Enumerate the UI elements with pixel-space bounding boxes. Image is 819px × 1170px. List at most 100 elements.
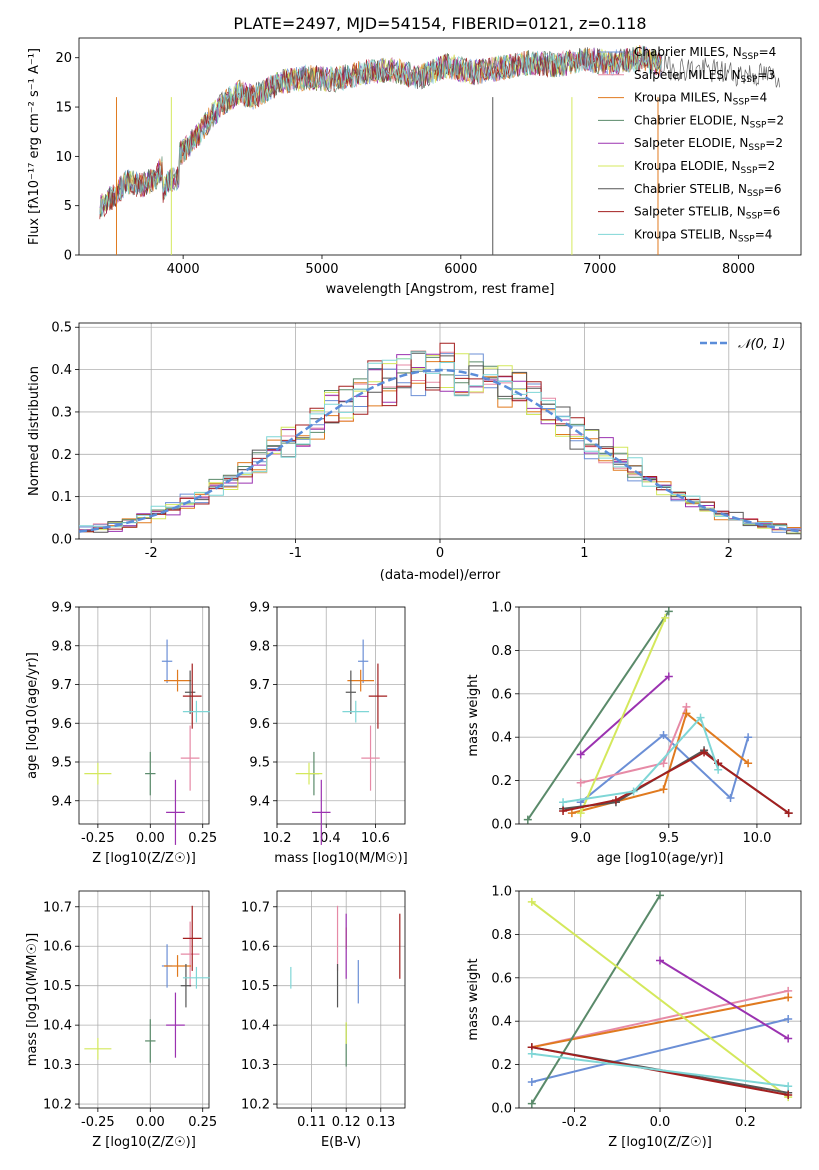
weight-marker: [682, 709, 691, 718]
y-tick-label: 9.7: [249, 678, 270, 693]
legend-label: Salpeter ELODIE, NSSP=2: [634, 136, 783, 153]
weight-marker: [611, 796, 620, 805]
y-tick-label: 0.4: [491, 731, 512, 746]
axes-frame: [78, 606, 210, 825]
x-tick-label: 0.00: [136, 1115, 165, 1130]
y-axis-label: mass weight: [466, 958, 481, 1040]
panel-mass_vs_Z: -0.25 0.00 0.25 10.2 10.3 10.4 10.5 10.6 10.7 Z […: [25, 890, 217, 1150]
x-tick-label: 8000: [722, 262, 755, 277]
legend-tail: =2: [765, 136, 783, 150]
x-tick-label: 0.13: [366, 1115, 395, 1130]
y-tick-label: 10.4: [241, 1019, 270, 1034]
y-tick-label: 1.0: [491, 885, 512, 900]
legend-tail: =3: [757, 68, 775, 82]
weight-marker: [659, 759, 668, 768]
y-axis-label: Normed distribution: [27, 366, 42, 496]
weight-marker: [527, 1099, 536, 1108]
legend-subscript: SSP: [733, 98, 750, 108]
weight-marker: [784, 809, 793, 818]
panel-age_vs_mass: 10.2 10.4 10.6 9.4 9.5 9.6 9.7 9.8 9.9 mass [log1…: [249, 601, 407, 867]
weight-marker: [656, 956, 664, 965]
legend-label: Salpeter STELIB, NSSP=6: [634, 205, 780, 222]
weight-marker: [714, 765, 723, 774]
y-tick-label: 0.2: [51, 448, 72, 463]
y-tick-label: 5: [64, 199, 72, 214]
axes-frame: [518, 606, 802, 825]
legend-tail: =6: [764, 182, 782, 196]
gaussian-curve: [78, 368, 802, 533]
axes-frame: [518, 890, 802, 1109]
y-tick-label: 10.6: [241, 940, 270, 955]
weight-marker: [576, 750, 585, 759]
y-tick-label: 0.2: [491, 1058, 512, 1073]
y-tick-label: 9.6: [51, 717, 72, 732]
y-tick-label: 0.3: [51, 405, 72, 420]
x-tick-label: 10.4: [312, 831, 341, 846]
panel-massweight_vs_age: 9.0 9.5 10.0 0.0 0.2 0.4 0.6 0.8 1.0 age [log10(a…: [466, 601, 802, 866]
y-tick-label: 9.4: [51, 794, 72, 809]
weight-marker: [784, 1090, 793, 1099]
x-tick-label: 5000: [305, 262, 338, 277]
y-tick-label: 0.2: [491, 774, 512, 789]
legend-tail: =4: [759, 45, 777, 59]
legend-tail: =6: [763, 205, 781, 219]
weight-series: [531, 996, 789, 1049]
y-tick-label: 9.9: [249, 601, 270, 616]
weight-marker: [656, 891, 664, 900]
x-tick-label: -0.25: [81, 831, 115, 846]
weight-marker: [784, 993, 793, 1002]
y-tick-label: 10.2: [43, 1098, 72, 1113]
weight-series: [531, 989, 789, 1049]
y-tick-label: 9.6: [249, 717, 270, 732]
x-tick-label: 9.5: [658, 831, 679, 846]
spectrum-series: [99, 46, 663, 214]
y-tick-label: 9.5: [51, 756, 72, 771]
y-tick-label: 20: [55, 51, 72, 66]
y-tick-label: 0: [64, 249, 72, 264]
y-tick-label: 10.2: [241, 1098, 270, 1113]
y-tick-label: 10.7: [241, 900, 270, 915]
weight-series: [580, 733, 750, 804]
legend-subscript: SSP: [748, 143, 765, 153]
x-tick-label: 6000: [444, 262, 477, 277]
weight-marker: [527, 897, 536, 906]
legend-subscript: SSP: [741, 166, 758, 176]
weight-series: [659, 959, 789, 1040]
weight-marker: [661, 613, 670, 622]
y-tick-label: 9.5: [249, 756, 270, 771]
weight-marker: [659, 731, 668, 740]
legend-label: Chabrier MILES, NSSP=4: [634, 45, 776, 62]
y-tick-label: 0.1: [51, 490, 72, 505]
legend-tail: =4: [750, 91, 768, 105]
y-tick-label: 10.5: [43, 979, 72, 994]
y-tick-label: 10.5: [241, 979, 270, 994]
panel-mass_vs_EBV: 0.11 0.12 0.13 10.2 10.3 10.4 10.5 10.6 10.7 E(B-…: [241, 890, 406, 1150]
y-axis-label: Flux [fλ10⁻¹⁷ erg cm⁻² s⁻¹ A⁻¹]: [27, 48, 42, 245]
weight-series: [580, 675, 670, 756]
y-tick-label: 9.8: [249, 639, 270, 654]
y-tick-label: 10: [55, 150, 72, 165]
weight-series: [526, 610, 670, 821]
axes-frame: [78, 37, 802, 256]
weight-marker: [664, 607, 673, 616]
axes-frame: [276, 606, 406, 825]
x-axis-label: E(B-V): [321, 1135, 361, 1150]
x-axis-label: (data-model)/error: [380, 568, 501, 583]
x-tick-label: 10.0: [742, 831, 771, 846]
y-tick-label: 10.4: [43, 1019, 72, 1034]
weight-marker: [744, 733, 753, 742]
legend-tail: =2: [766, 113, 784, 127]
x-tick-label: 0.2: [735, 1115, 756, 1130]
weight-marker: [659, 785, 668, 794]
weight-series: [531, 901, 789, 1098]
weight-marker: [664, 672, 673, 681]
weight-marker: [784, 1034, 793, 1043]
y-tick-label: 15: [55, 101, 72, 116]
legend-subscript: SSP: [741, 75, 758, 85]
x-tick-label: 10.6: [361, 831, 390, 846]
y-tick-label: 0.0: [51, 533, 72, 548]
x-axis-label: age [log10(age/yr)]: [597, 851, 724, 866]
y-tick-label: 0.8: [491, 644, 512, 659]
legend-label: Chabrier ELODIE, NSSP=2: [634, 113, 784, 130]
axes-frame: [78, 322, 802, 540]
